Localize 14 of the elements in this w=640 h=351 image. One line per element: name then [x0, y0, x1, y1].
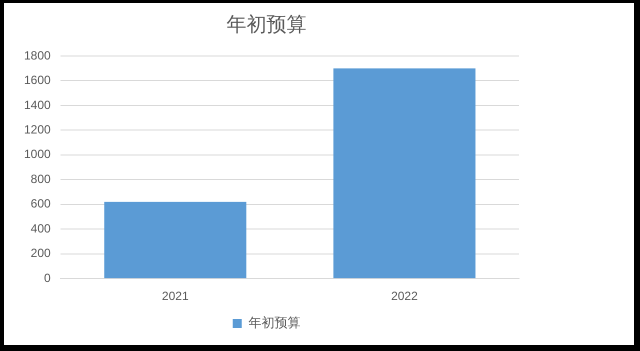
y-tick-label: 1000 [24, 147, 52, 162]
y-tick-label: 0 [44, 270, 52, 285]
y-tick-label: 1600 [24, 73, 52, 88]
y-tick-label: 200 [30, 246, 52, 260]
y-tick-label: 600 [30, 196, 52, 211]
y-tick-label: 400 [30, 221, 52, 236]
y-tick-label: 1400 [24, 98, 52, 112]
y-tick-label: 1800 [24, 48, 52, 62]
x-tick-label: 2021 [162, 289, 189, 304]
y-tick-label: 1200 [24, 122, 52, 137]
y-tick-label: 800 [30, 172, 52, 186]
legend-label: 年初预算 [248, 315, 300, 330]
chart-title: 年初预算 [226, 12, 306, 36]
x-tick-label: 2022 [391, 289, 418, 304]
